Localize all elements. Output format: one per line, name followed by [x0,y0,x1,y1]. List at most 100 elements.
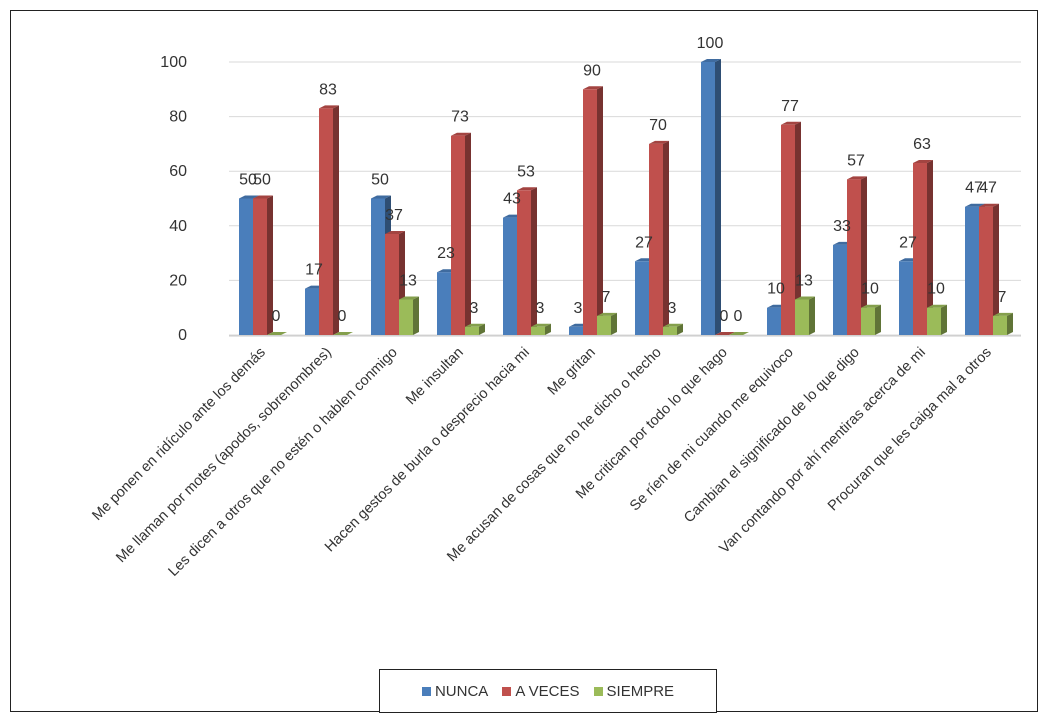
bar-side [795,121,801,335]
bar-top [399,296,419,300]
bar-top [701,59,721,62]
bar-top [517,187,537,191]
bar [861,304,881,335]
bar [531,323,551,335]
bar [649,140,669,335]
bar [333,332,353,335]
category-label: Me gritan [545,345,599,399]
bar [927,304,947,335]
bar-top [267,332,287,335]
bar-top [371,195,391,199]
bar-top [451,132,471,136]
bar-top [729,332,749,335]
data-label: 47 [965,180,983,197]
data-label: 23 [437,245,455,262]
bar-front [795,299,809,335]
bar-front [965,206,979,335]
data-label: 7 [602,289,611,306]
legend: NUNCA A VECES SIEMPRE [379,669,717,713]
bar-top [927,304,947,308]
bar-side [1007,312,1013,335]
bar-side [993,203,999,335]
bar-side [531,187,537,335]
bar-front [437,272,451,335]
bar-top [465,323,485,327]
legend-item-siempre: SIEMPRE [593,683,674,700]
bar-top [861,304,881,308]
bar [267,332,287,335]
bar-side [545,323,551,335]
data-label: 3 [536,300,545,317]
bar [795,296,815,335]
data-label: 3 [668,300,677,317]
data-label: 0 [272,308,281,325]
bar-top [715,332,735,335]
bar-top [531,323,551,327]
y-tick-label: 80 [169,109,187,126]
bar-front [649,143,663,335]
gridlines [229,61,1021,337]
bar [701,59,721,335]
bar-front [767,307,781,335]
category-label: Les dicen a otros que no estén o hablen … [165,345,400,580]
legend-swatch-nunca [421,686,431,696]
bar-front [569,326,583,335]
bar-top [795,296,815,300]
data-label: 47 [979,180,997,197]
data-label: 50 [253,172,271,189]
data-label: 73 [451,109,469,126]
bar-front [635,261,649,335]
bar-side [597,86,603,335]
bar-front [701,62,715,335]
bar-front [451,135,465,335]
bar-front [305,288,319,335]
bar-front [847,179,861,335]
data-label: 50 [371,172,389,189]
bar-front [399,299,413,335]
bar [583,86,603,335]
data-label: 33 [833,218,851,235]
data-label: 3 [574,300,583,317]
data-label: 13 [399,273,417,290]
data-label: 63 [913,136,931,153]
bar-front [239,198,253,335]
bar-front [385,233,399,335]
data-label: 7 [998,289,1007,306]
bar [517,187,537,335]
bar-top [913,160,933,164]
data-label: 57 [847,152,865,169]
legend-swatch-a-veces [502,686,512,696]
bar [597,312,617,335]
bar-top [979,203,999,207]
bar [451,132,471,335]
data-label: 37 [385,207,403,224]
bar [253,195,273,335]
data-label: 3 [470,300,479,317]
y-tick-label: 60 [169,163,187,180]
bar-front [993,315,1007,335]
bar-front [465,326,479,335]
bar-top [781,121,801,125]
legend-item-nunca: NUNCA [421,683,488,700]
category-label: Me insultan [403,345,467,409]
legend-item-a-veces: A VECES [502,683,580,700]
bar-top [649,140,669,144]
bar-front [979,206,993,335]
y-tick-label: 40 [169,218,187,235]
bar-front [833,244,847,335]
bar-side [875,304,881,335]
bar-front [899,261,913,335]
bar [663,323,683,335]
bar [993,312,1013,335]
bar [319,105,339,335]
bar [781,121,801,335]
data-label: 90 [583,62,601,79]
data-label: 27 [899,234,917,251]
bar [847,176,867,335]
bar-side [465,132,471,335]
chart-frame: 0 20 40 60 80 100 50 50 0 17 83 0 50 37 13 23 73 3 43 53 3 3… [10,10,1038,713]
bar-top [333,332,353,335]
bar-front [927,307,941,335]
